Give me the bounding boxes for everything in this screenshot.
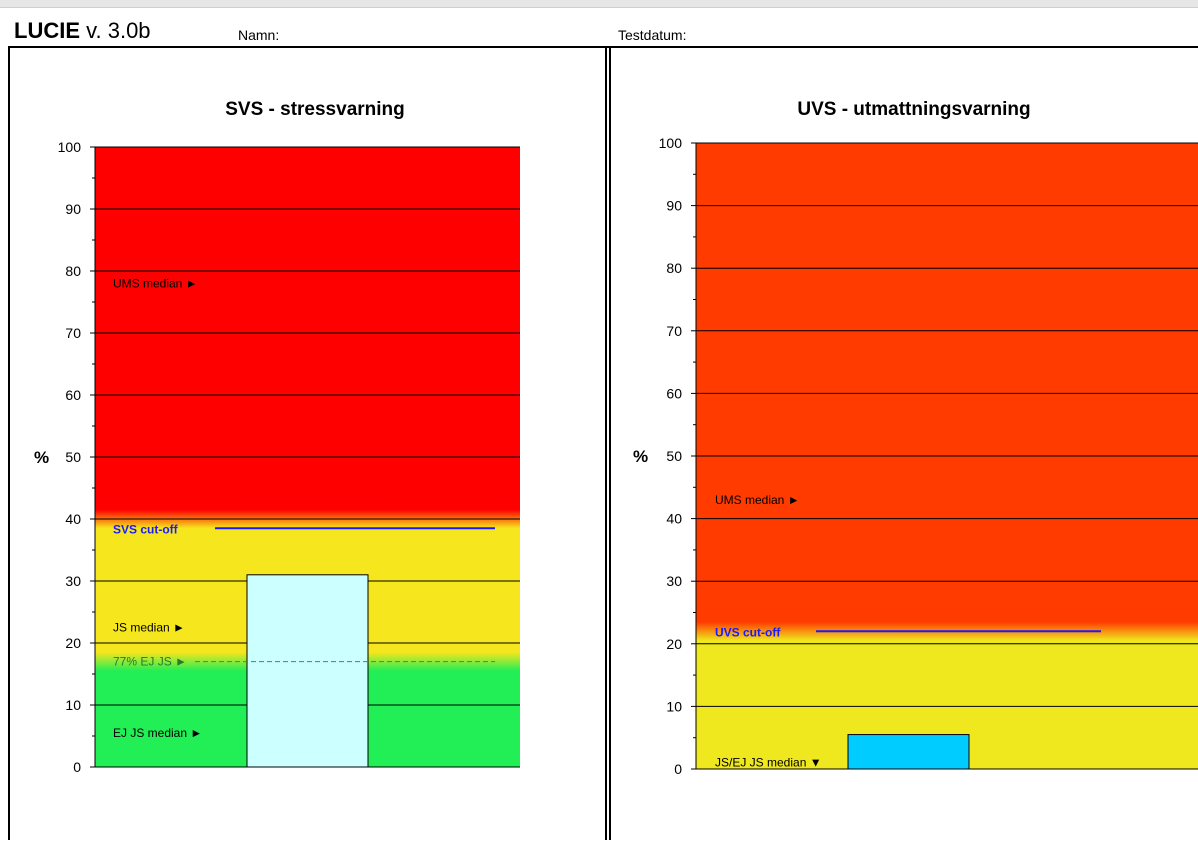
data-bar <box>247 575 368 767</box>
y-tick-label: 60 <box>65 387 81 403</box>
uvs-chart: UVS - utmattningsvarning% 0 10 20 30 40 50 60 70… <box>611 47 1198 840</box>
y-tick-label: 90 <box>666 198 682 214</box>
y-tick-label: 30 <box>65 573 81 589</box>
median-arrow: ► <box>186 276 198 290</box>
reference-label: 77% EJ JS ► <box>113 655 187 669</box>
y-axis-label: % <box>34 448 49 467</box>
median-annotation: UMS median ► <box>113 276 198 290</box>
data-bar <box>848 735 969 769</box>
median-arrow: ▼ <box>810 756 822 770</box>
median-label: JS median <box>113 621 173 635</box>
test-date-label: Testdatum: <box>618 27 686 43</box>
reference-arrow: ► <box>175 655 187 669</box>
app-version: v. 3.0b <box>86 18 150 43</box>
app-name: LUCIE <box>14 18 80 43</box>
median-annotation: EJ JS median ► <box>113 726 202 740</box>
median-annotation: JS median ► <box>113 621 185 635</box>
reference-label-text: 77% EJ JS <box>113 655 175 669</box>
median-label: UMS median <box>715 493 788 507</box>
y-tick-label: 70 <box>65 325 81 341</box>
uvs-chart-panel: UVS - utmattningsvarning% 0 10 20 30 40 50 60 70… <box>609 47 1198 840</box>
app-title: LUCIE v. 3.0b <box>14 18 151 44</box>
y-tick-label: 40 <box>65 511 81 527</box>
median-annotation: JS/EJ JS median ▼ <box>715 756 822 770</box>
median-label: EJ JS median <box>113 726 190 740</box>
chart-title: UVS - utmattningsvarning <box>797 99 1030 120</box>
median-arrow: ► <box>173 621 185 635</box>
y-tick-label: 80 <box>666 260 682 276</box>
y-axis-label: % <box>633 447 648 466</box>
y-tick-label: 60 <box>666 385 682 401</box>
top-border <box>0 0 1198 8</box>
median-arrow: ► <box>788 493 800 507</box>
y-tick-label: 10 <box>666 698 682 714</box>
svs-chart-panel: SVS - stressvarning% 0 10 20 30 40 50 60 70 80 90 1… <box>8 47 607 840</box>
header: LUCIE v. 3.0b Namn: Testdatum: <box>0 8 1198 46</box>
svs-chart: SVS - stressvarning% 0 10 20 30 40 50 60 70 80 90 1… <box>10 47 605 840</box>
y-tick-label: 30 <box>666 573 682 589</box>
chart-title: SVS - stressvarning <box>225 99 405 120</box>
y-tick-label: 100 <box>58 139 82 155</box>
y-tick-label: 100 <box>659 135 683 151</box>
y-tick-label: 50 <box>65 449 81 465</box>
y-tick-label: 50 <box>666 448 682 464</box>
cutoff-label: UVS cut-off <box>715 625 781 639</box>
median-arrow: ► <box>190 726 202 740</box>
median-annotation: UMS median ► <box>715 493 800 507</box>
median-label: JS/EJ JS median <box>715 756 810 770</box>
cutoff-label: SVS cut-off <box>113 522 179 536</box>
y-tick-label: 10 <box>65 697 81 713</box>
y-tick-label: 70 <box>666 323 682 339</box>
median-label: UMS median <box>113 276 186 290</box>
y-tick-label: 40 <box>666 511 682 527</box>
name-label: Namn: <box>238 27 279 43</box>
y-tick-label: 0 <box>73 759 81 775</box>
y-tick-label: 80 <box>65 263 81 279</box>
y-tick-label: 20 <box>65 635 81 651</box>
y-tick-label: 20 <box>666 636 682 652</box>
y-tick-label: 90 <box>65 201 81 217</box>
y-tick-label: 0 <box>674 761 682 777</box>
